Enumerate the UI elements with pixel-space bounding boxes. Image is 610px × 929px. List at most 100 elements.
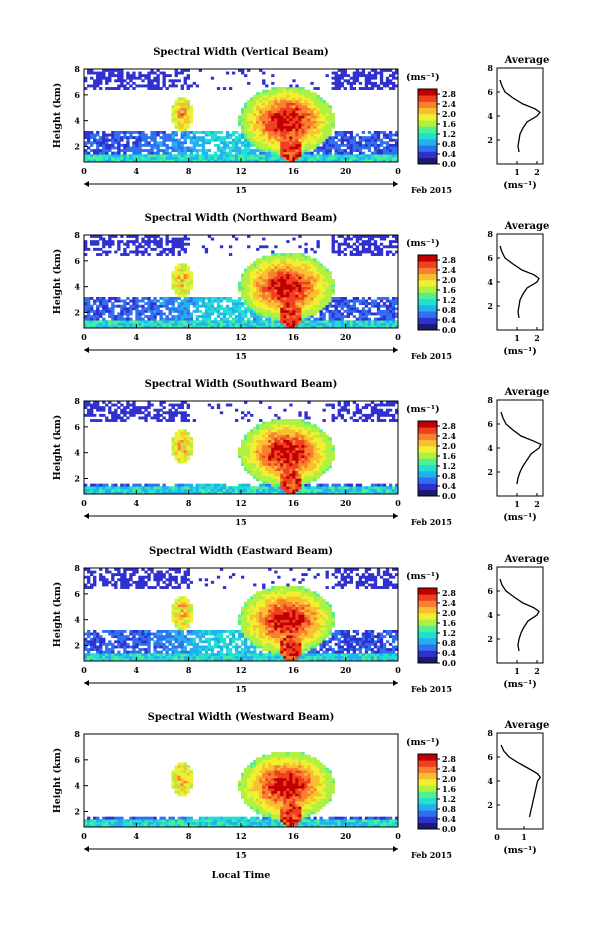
heatmap-cell: [292, 123, 296, 127]
heatmap-cell: [132, 242, 136, 246]
heatmap-cell: [346, 309, 350, 313]
heatmap-cell: [385, 84, 390, 88]
heatmap-cell: [177, 120, 181, 124]
heatmap-cell: [304, 115, 308, 119]
heatmap-cell: [337, 154, 341, 158]
heatmap-cell: [313, 146, 317, 150]
heatmap-cell: [219, 138, 224, 142]
heatmap-cell: [247, 411, 251, 415]
heatmap-cell: [96, 486, 100, 490]
heatmap-cell: [237, 455, 242, 459]
heatmap-cell: [268, 143, 272, 147]
heatmap-cell: [114, 74, 118, 78]
heatmap-cell: [256, 304, 260, 308]
heatmap-cell: [298, 478, 302, 482]
heatmap-cell: [283, 102, 287, 106]
heatmap-cell: [132, 159, 136, 163]
heatmap-cell: [376, 250, 381, 254]
heatmap-cell: [99, 74, 103, 78]
heatmap-cell: [301, 320, 305, 324]
heatmap-cell: [259, 92, 263, 96]
heatmap-cell: [268, 481, 272, 484]
heatmap-cell: [90, 304, 94, 308]
heatmap-cell: [171, 325, 175, 329]
heatmap-cell: [274, 294, 278, 298]
heatmap-cell: [316, 149, 320, 152]
heatmap-cell: [274, 100, 278, 103]
heatmap-cell: [126, 136, 130, 140]
heatmap-cell: [340, 302, 344, 306]
heatmap-cell: [295, 281, 299, 285]
heatmap-cell: [301, 154, 305, 158]
heatmap-cell: [153, 312, 157, 316]
heatmap-cell: [331, 146, 335, 150]
heatmap-cell: [259, 442, 263, 446]
heatmap-cell: [183, 242, 187, 246]
y-axis-label: Height (km): [52, 249, 63, 315]
heatmap-cell: [358, 312, 363, 316]
heatmap-cell: [222, 159, 227, 163]
heatmap-cell: [228, 307, 233, 311]
heatmap-cell: [150, 483, 154, 487]
heatmap-cell: [265, 439, 269, 443]
heatmap-cell: [268, 309, 272, 313]
heatmap-cell: [247, 491, 251, 495]
heatmap-cell: [391, 143, 396, 147]
heatmap-cell: [111, 419, 115, 422]
heatmap-cell: [289, 452, 293, 456]
heatmap-cell: [247, 107, 251, 111]
heatmap-cell: [292, 102, 296, 106]
heatmap-cell: [247, 143, 251, 147]
heatmap-cell: [183, 429, 187, 433]
heatmap-cell: [180, 105, 184, 109]
heatmap-cell: [268, 447, 272, 451]
heatmap-cell: [304, 289, 308, 293]
heatmap-cell: [159, 159, 163, 163]
heatmap-cell: [93, 401, 97, 404]
heatmap-cell: [376, 325, 381, 329]
heatmap-cell: [216, 302, 221, 306]
heatmap-cell: [280, 258, 284, 262]
heatmap-cell: [307, 307, 311, 311]
heatmap-cell: [213, 154, 218, 158]
heatmap-cell: [201, 304, 206, 308]
heatmap-cell: [370, 141, 375, 145]
heatmap-cell: [183, 100, 187, 103]
heatmap-cell: [159, 297, 163, 300]
heatmap-cell: [271, 463, 275, 466]
heatmap-cell: [90, 141, 94, 145]
heatmap-cell: [265, 118, 269, 121]
heatmap-cell: [259, 488, 263, 492]
heatmap-cell: [325, 268, 329, 272]
heatmap-cell: [316, 105, 320, 109]
heatmap-cell: [234, 317, 239, 321]
heatmap-cell: [147, 317, 151, 321]
heatmap-cell: [244, 273, 248, 277]
heatmap-cell: [301, 325, 305, 329]
heatmap-cell: [274, 442, 278, 446]
heatmap-cell: [183, 442, 187, 446]
heatmap-cell: [310, 276, 314, 280]
heatmap-cell: [123, 159, 127, 163]
heatmap-cell: [177, 149, 181, 152]
heatmap-cell: [271, 465, 275, 469]
heatmap-cell: [256, 276, 260, 280]
heatmap-cell: [268, 302, 272, 306]
heatmap-cell: [289, 260, 293, 264]
heatmap-cell: [268, 421, 272, 425]
heatmap-cell: [144, 133, 148, 137]
heatmap-cell: [307, 97, 311, 101]
heatmap-cell: [99, 299, 103, 303]
heatmap-cell: [192, 133, 197, 137]
heatmap-cell: [325, 273, 329, 277]
heatmap-cell: [207, 483, 212, 487]
heatmap-cell: [141, 245, 145, 249]
heatmap-cell: [292, 463, 296, 466]
heatmap-cell: [216, 87, 221, 90]
heatmap-cell: [237, 304, 242, 308]
day-marker-label: 15: [235, 351, 246, 361]
heatmap-cell: [102, 133, 106, 137]
heatmap-cell: [241, 315, 245, 318]
heatmap-cell: [361, 136, 366, 140]
heatmap-cell: [292, 491, 296, 495]
